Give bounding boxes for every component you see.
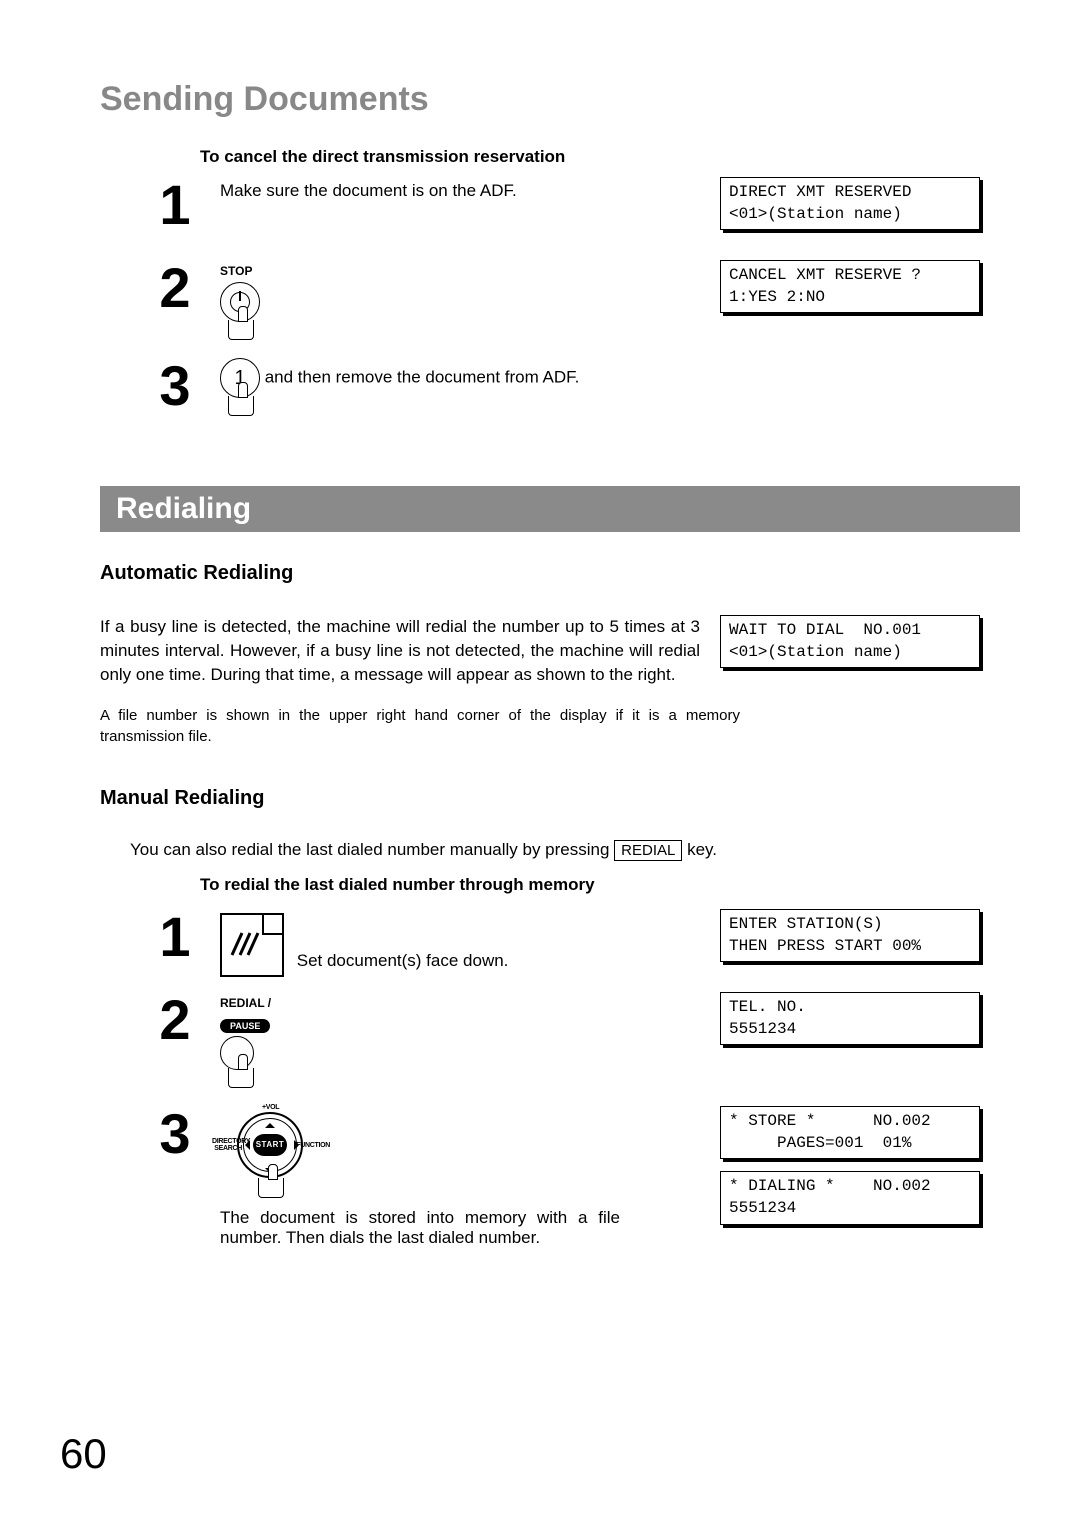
lcd-dialing: * DIALING * NO.002 5551234 — [720, 1171, 980, 1224]
manual-sub-heading: To redial the last dialed number through… — [200, 875, 980, 895]
section-redialing: Redialing — [100, 486, 1020, 532]
manual-step-1: 1 Set document(s) face down. ENTER STATI… — [100, 909, 980, 974]
step-number: 3 — [130, 358, 220, 414]
step-text: The document is stored into memory with … — [220, 1208, 620, 1248]
auto-redial-row: If a busy line is detected, the machine … — [100, 615, 980, 686]
step-number: 1 — [130, 909, 220, 965]
lcd-direct-reserved: DIRECT XMT RESERVED <01>(Station name) — [720, 177, 980, 230]
step-text: and then remove the document from ADF. — [260, 368, 579, 387]
redial-label: REDIAL / — [220, 996, 720, 1010]
finger-press-icon — [228, 1068, 254, 1088]
auto-redial-heading: Automatic Redialing — [100, 562, 980, 585]
step-text: Set document(s) face down. — [297, 951, 509, 970]
lcd-enter-station: ENTER STATION(S) THEN PRESS START 00% — [720, 909, 980, 962]
step-number: 2 — [130, 260, 220, 316]
step-number: 3 — [130, 1106, 220, 1162]
auto-redial-note: A file number is shown in the upper righ… — [100, 705, 740, 747]
pause-label: PAUSE — [220, 1019, 270, 1033]
finger-press-icon — [228, 320, 254, 340]
redial-key-label: REDIAL — [614, 840, 682, 862]
auto-redial-text: If a busy line is detected, the machine … — [100, 615, 720, 686]
manual-redial-heading: Manual Redialing — [100, 787, 980, 810]
cancel-step-2: 2 STOP CANCEL XMT RESERVE ? 1:YES 2:NO — [100, 260, 980, 340]
lcd-wait-to-dial: WAIT TO DIAL NO.001 <01>(Station name) — [720, 615, 980, 668]
step-text: Make sure the document is on the ADF. — [220, 177, 720, 201]
finger-press-icon — [228, 396, 254, 416]
page-number: 60 — [60, 1430, 107, 1478]
manual-step-3: 3 +VOL DIRECTORYSEARCH FUNCTION START Th… — [100, 1106, 980, 1248]
manual-step-2: 2 REDIAL / PAUSE TEL. NO. 5551234 — [100, 992, 980, 1088]
cancel-step-3: 3 1 and then remove the document from AD… — [100, 358, 980, 416]
redial-button-icon — [220, 1036, 254, 1070]
cancel-heading: To cancel the direct transmission reserv… — [200, 147, 980, 167]
lcd-cancel-reserve: CANCEL XMT RESERVE ? 1:YES 2:NO — [720, 260, 980, 313]
lcd-tel-no: TEL. NO. 5551234 — [720, 992, 980, 1045]
step-number: 1 — [130, 177, 220, 233]
stop-label: STOP — [220, 264, 720, 278]
cancel-step-1: 1 Make sure the document is on the ADF. … — [100, 177, 980, 242]
finger-press-icon — [258, 1178, 284, 1198]
manual-intro: You can also redial the last dialed numb… — [130, 840, 980, 862]
page-title: Sending Documents — [100, 80, 980, 119]
document-facedown-icon — [220, 913, 284, 977]
step-number: 2 — [130, 992, 220, 1048]
lcd-store: * STORE * NO.002 PAGES=001 01% — [720, 1106, 980, 1159]
